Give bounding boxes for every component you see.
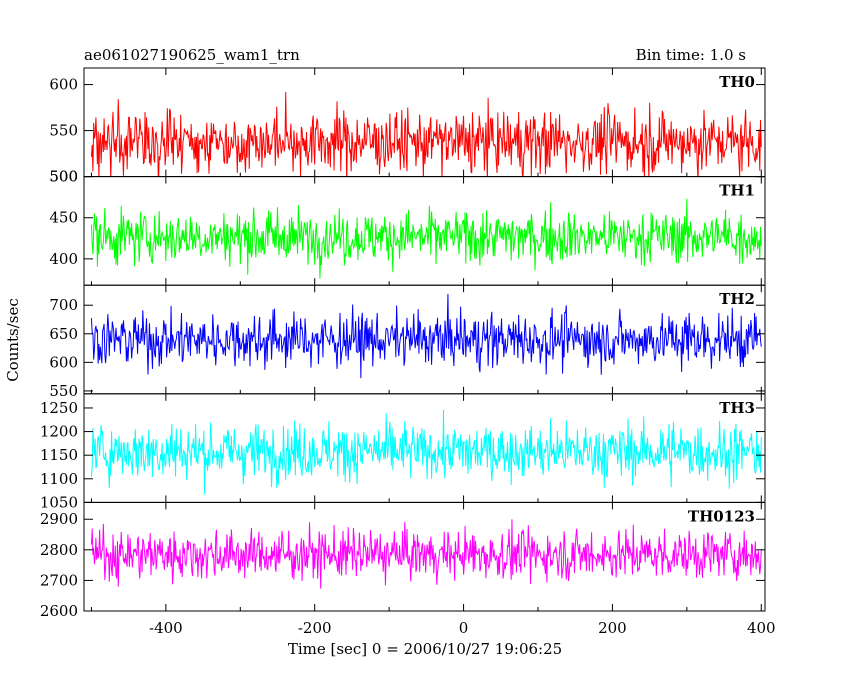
y-tick-label-th3: 1250 (40, 399, 78, 417)
y-tick-label-th3: 1150 (40, 446, 78, 464)
y-tick-label-th0123: 2600 (40, 602, 78, 620)
series-line-th0 (90, 92, 762, 177)
panel-label-th0: TH0 (719, 73, 755, 91)
panel-label-th1: TH1 (719, 182, 755, 200)
x-tick-label: 400 (747, 619, 776, 637)
y-tick-label-th3: 1100 (40, 470, 78, 488)
x-tick-label: -200 (298, 619, 332, 637)
series-line-th0123 (90, 519, 762, 589)
y-tick-label-th2: 700 (49, 296, 78, 314)
y-tick-label-th3: 1050 (40, 493, 78, 511)
y-tick-label-th1: 450 (49, 209, 78, 227)
y-tick-label-th1: 400 (49, 250, 78, 268)
x-tick-label: 0 (459, 619, 469, 637)
panel-label-th0123: TH0123 (688, 507, 755, 525)
y-tick-label-th0: 550 (49, 122, 78, 140)
y-tick-label-th0123: 2700 (40, 571, 78, 589)
panel-label-th3: TH3 (719, 399, 755, 417)
x-tick-label: 200 (598, 619, 627, 637)
y-axis-label: Counts/sec (4, 298, 22, 382)
y-tick-label-th0123: 2800 (40, 541, 78, 559)
chart-title: ae061027190625_wam1_trn (84, 46, 300, 64)
y-tick-label-th0123: 2900 (40, 510, 78, 528)
y-tick-label-th0: 600 (49, 76, 78, 94)
x-tick-label: -400 (149, 619, 183, 637)
y-tick-label-th1: 500 (49, 168, 78, 186)
x-axis-label: Time [sec] 0 = 2006/10/27 19:06:25 (288, 640, 562, 658)
bin-time-label: Bin time: 1.0 s (636, 46, 746, 64)
series-line-th1 (90, 198, 762, 279)
y-tick-label-th0: 500 (49, 168, 78, 186)
y-tick-label-th3: 1200 (40, 423, 78, 441)
y-tick-label-th2: 550 (49, 382, 78, 400)
panel-label-th2: TH2 (719, 290, 755, 308)
series-line-th2 (90, 293, 762, 379)
y-tick-label-th2: 650 (49, 325, 78, 343)
y-tick-label-th2: 600 (49, 353, 78, 371)
series-line-th3 (90, 409, 762, 495)
panel-frame-th0123 (83, 501, 766, 612)
